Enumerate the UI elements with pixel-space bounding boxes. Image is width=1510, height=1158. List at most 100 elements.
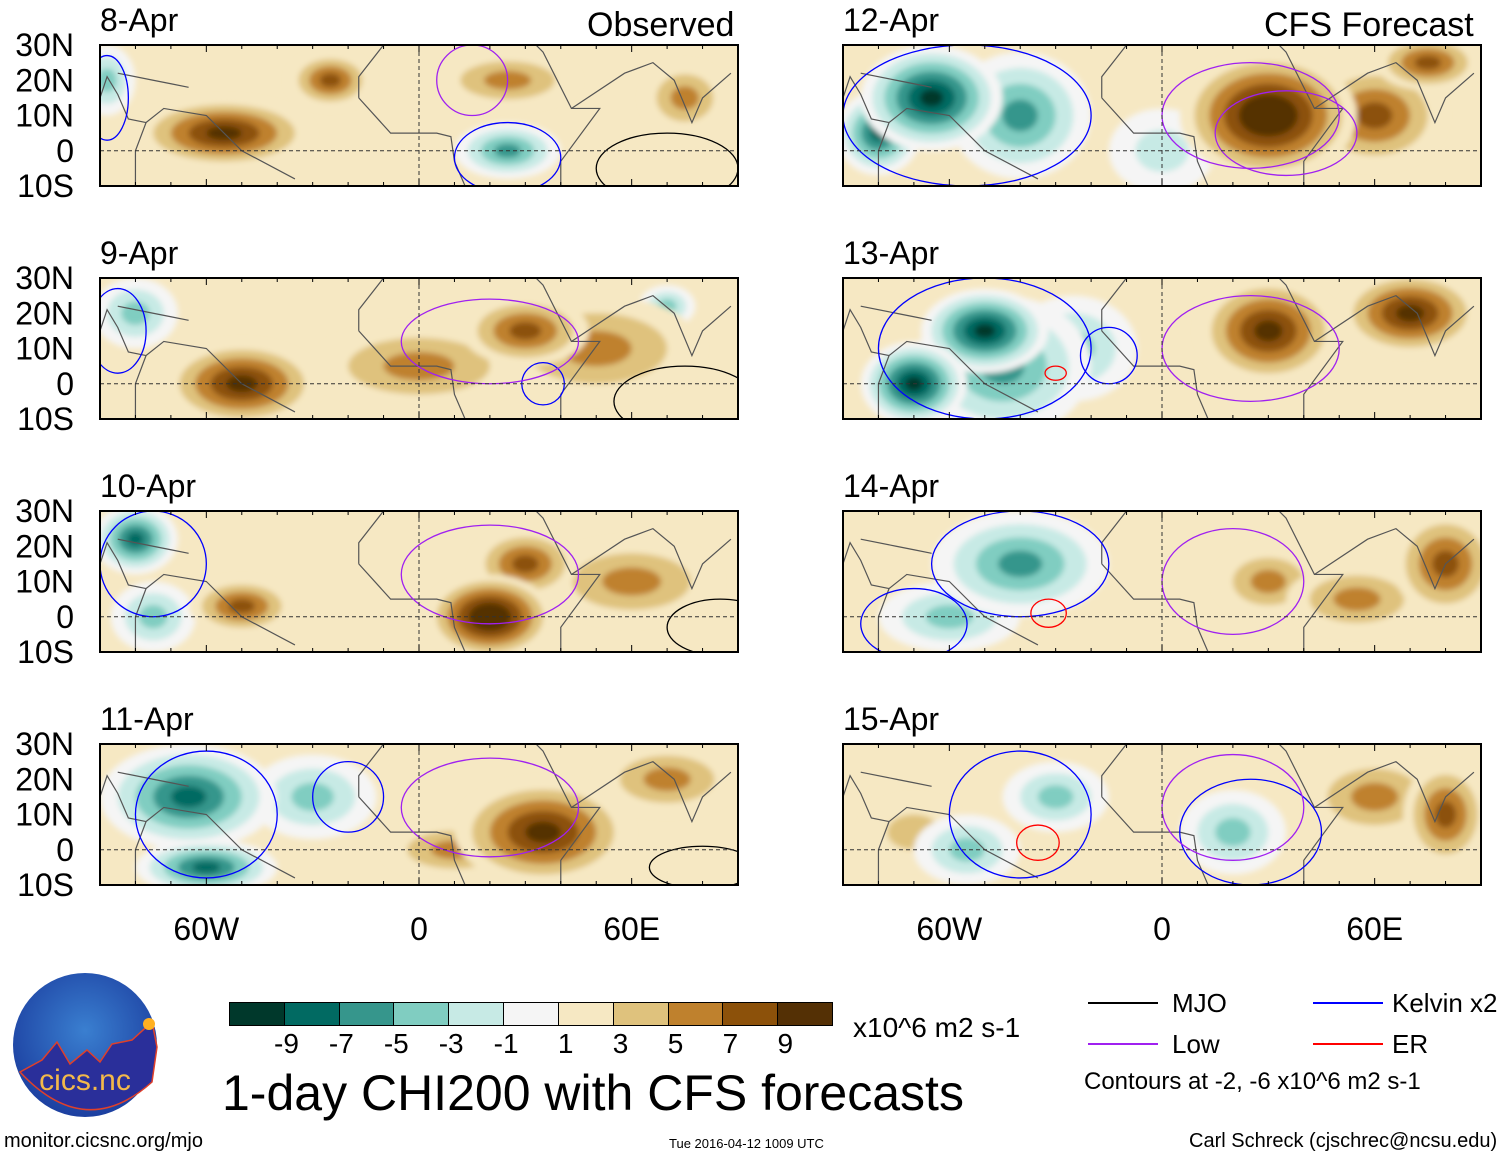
lat-label: 20N [15, 295, 74, 331]
coastline [860, 305, 932, 321]
lat-label: 30N [15, 27, 74, 63]
lon-label: 0 [1153, 911, 1171, 947]
panel-date: 15-Apr [843, 701, 939, 737]
main-title: 1-day CHI200 with CFS forecasts [222, 1065, 964, 1121]
coastline [860, 771, 932, 787]
anomaly-shading [670, 86, 700, 110]
colorbar-swatch [504, 1003, 559, 1025]
coastline [1101, 796, 1209, 885]
colorbar-tick: -1 [493, 1028, 519, 1059]
anomaly-shading [1215, 818, 1251, 847]
colorbar-swatch [778, 1003, 832, 1025]
lat-label: 10S [17, 867, 74, 903]
coastline [571, 61, 732, 125]
anomaly-shading [949, 838, 985, 862]
map-panel-15-Apr: 15-Apr 60W 0 60E [842, 701, 1482, 947]
coastline [571, 760, 732, 824]
anomaly-shading [512, 555, 539, 573]
panel-date: 8-Apr [100, 2, 179, 38]
coastline [358, 330, 466, 419]
coastline [117, 538, 189, 554]
lat-label: 0 [56, 133, 74, 169]
coastline [1101, 744, 1344, 885]
low-contour [436, 45, 509, 117]
coastline [571, 527, 732, 591]
coastline [860, 72, 932, 88]
coastline [358, 45, 601, 186]
anomaly-shading [121, 301, 150, 325]
colorbar-tick: -7 [328, 1028, 354, 1059]
coastline [1101, 330, 1209, 419]
anomaly-shading [1414, 55, 1442, 70]
anomaly-shading [319, 73, 342, 88]
legend-label-er: ER [1392, 1029, 1429, 1059]
lat-label: 10N [15, 98, 74, 134]
coastline [843, 308, 890, 357]
kelvin-contour [100, 511, 207, 618]
anomaly-shading [1037, 785, 1074, 809]
anomaly-shading [170, 786, 207, 808]
er-contour [1016, 824, 1060, 861]
coastline [100, 541, 147, 590]
anomaly-shading [228, 599, 256, 614]
map-panel-12-Apr: 12-Apr [842, 2, 1482, 187]
map-panels: 8-Apr30N20N10N010S9-Apr30N20N10N010S10-A… [15, 2, 1482, 947]
panel-date: 14-Apr [843, 468, 939, 504]
anomaly-shading [479, 609, 501, 624]
colorbar-tick: 5 [667, 1028, 684, 1059]
anomaly-shading [1002, 99, 1038, 132]
lon-label: 0 [410, 911, 428, 947]
kelvin-contour [100, 54, 129, 141]
colorbar-swatch [339, 1003, 395, 1025]
lat-label: 20N [15, 62, 74, 98]
coastline [1314, 760, 1475, 824]
coastline [117, 771, 189, 787]
colorbar-tick: 3 [612, 1028, 629, 1059]
anomaly-shading [998, 550, 1043, 578]
coastline [100, 75, 147, 124]
coastline [117, 72, 189, 88]
kelvin-contour [100, 287, 147, 374]
lat-label: 10N [15, 564, 74, 600]
coastline [1101, 97, 1209, 186]
anomaly-shading [974, 323, 996, 338]
colorbar-swatch [558, 1003, 614, 1025]
colorbar-tick: -5 [383, 1028, 409, 1059]
legend-line-er [1313, 1043, 1383, 1045]
lat-label: 30N [15, 726, 74, 762]
coastline [843, 541, 890, 590]
panel-date: 12-Apr [843, 2, 939, 38]
mjo-contour [666, 598, 738, 652]
coastline [117, 305, 189, 321]
observed-title: Observed [587, 6, 735, 44]
legend-label-mjo: MJO [1172, 988, 1227, 1018]
anomaly-shading [1250, 569, 1287, 594]
kelvin-contour [134, 750, 278, 879]
legend-line-mjo [1088, 1002, 1158, 1004]
anomaly-shading [919, 89, 944, 107]
footer-author: Carl Schreck (cjschrec@ncsu.edu) [1189, 1130, 1498, 1152]
map-panel-14-Apr: 14-Apr [842, 468, 1482, 653]
colorbar-tick: 1 [557, 1028, 574, 1059]
footer-url[interactable]: monitor.cicsnc.org/mjo [4, 1130, 203, 1152]
kelvin-contour [453, 121, 562, 186]
panel-date: 10-Apr [100, 468, 196, 504]
lat-label: 10S [17, 401, 74, 437]
anomaly-shading [192, 861, 221, 874]
panel-date: 13-Apr [843, 235, 939, 271]
coastline [571, 294, 732, 358]
colorbar-tick: 7 [722, 1028, 739, 1059]
coastline [860, 538, 932, 554]
panel-date: 11-Apr [100, 701, 194, 737]
legend-line-kelvin [1313, 1002, 1383, 1004]
low-contour [400, 524, 580, 625]
coastline [358, 796, 466, 885]
anomaly-shading [1351, 782, 1399, 811]
coastline [358, 278, 601, 419]
anomaly-shading [1253, 104, 1284, 127]
er-contour [1030, 598, 1067, 628]
coastline [1101, 563, 1209, 652]
legend-line-low [1088, 1043, 1158, 1045]
